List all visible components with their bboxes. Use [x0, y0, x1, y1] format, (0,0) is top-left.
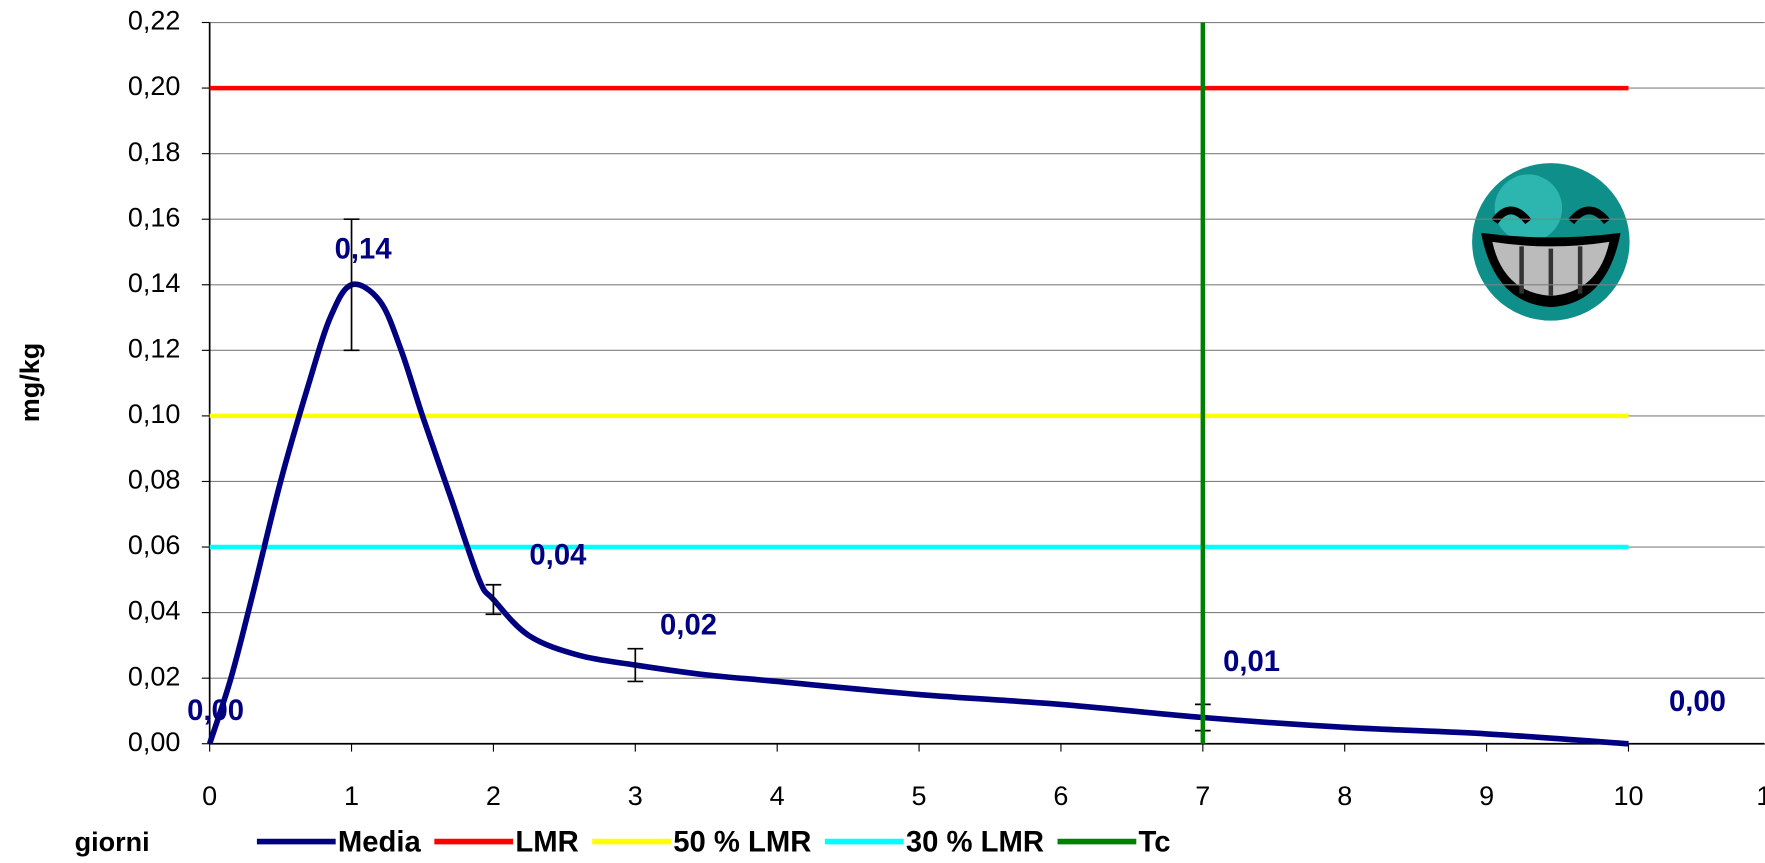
legend-label: 30 % LMR [906, 827, 1044, 859]
error-bar [343, 218, 360, 352]
data-label: 0,01 [1223, 646, 1280, 678]
x-tick-label: 5 [912, 781, 927, 811]
y-tick-label: 0,08 [128, 465, 181, 495]
y-tick-label: 0,04 [128, 596, 181, 626]
error-bar [627, 647, 644, 683]
x-tick-label: 11 [1756, 781, 1765, 811]
data-label: 0,04 [529, 539, 587, 571]
x-tick-label: 0 [202, 781, 217, 811]
legend-label: LMR [515, 827, 578, 859]
y-tick-label: 0,02 [128, 661, 181, 691]
y-tick-label: 0,18 [128, 137, 181, 167]
x-tick-label: 7 [1195, 781, 1210, 811]
y-tick-label: 0,00 [128, 727, 181, 757]
y-tick-label: 0,12 [128, 333, 181, 363]
data-label: 0,14 [335, 234, 393, 266]
x-tick-label: 10 [1613, 781, 1643, 811]
x-tick-label: 1 [344, 781, 359, 811]
y-tick-label: 0,10 [128, 399, 181, 429]
x-axis-label: giorni [75, 827, 150, 857]
data-label: 0,00 [1669, 686, 1726, 718]
legend-label: Tc [1139, 827, 1171, 859]
series-line [206, 281, 1629, 747]
x-tick-label: 8 [1337, 781, 1352, 811]
data-label: 0,02 [660, 610, 717, 642]
x-tick-label: 2 [486, 781, 501, 811]
y-tick-label: 0,06 [128, 530, 181, 560]
legend-label: Media [338, 827, 422, 859]
y-axis-label: mg/kg [15, 343, 45, 423]
y-tick-label: 0,14 [128, 268, 181, 298]
x-tick-label: 3 [628, 781, 643, 811]
x-tick-label: 6 [1053, 781, 1068, 811]
data-label: 0,00 [187, 695, 244, 727]
y-tick-label: 0,16 [128, 202, 181, 232]
x-tick-label: 9 [1479, 781, 1494, 811]
y-tick-label: 0,22 [128, 6, 181, 36]
error-bar [485, 583, 502, 616]
legend-label: 50 % LMR [673, 827, 811, 859]
x-tick-label: 4 [770, 781, 785, 811]
y-tick-label: 0,20 [128, 71, 181, 101]
smiley [1472, 163, 1630, 321]
